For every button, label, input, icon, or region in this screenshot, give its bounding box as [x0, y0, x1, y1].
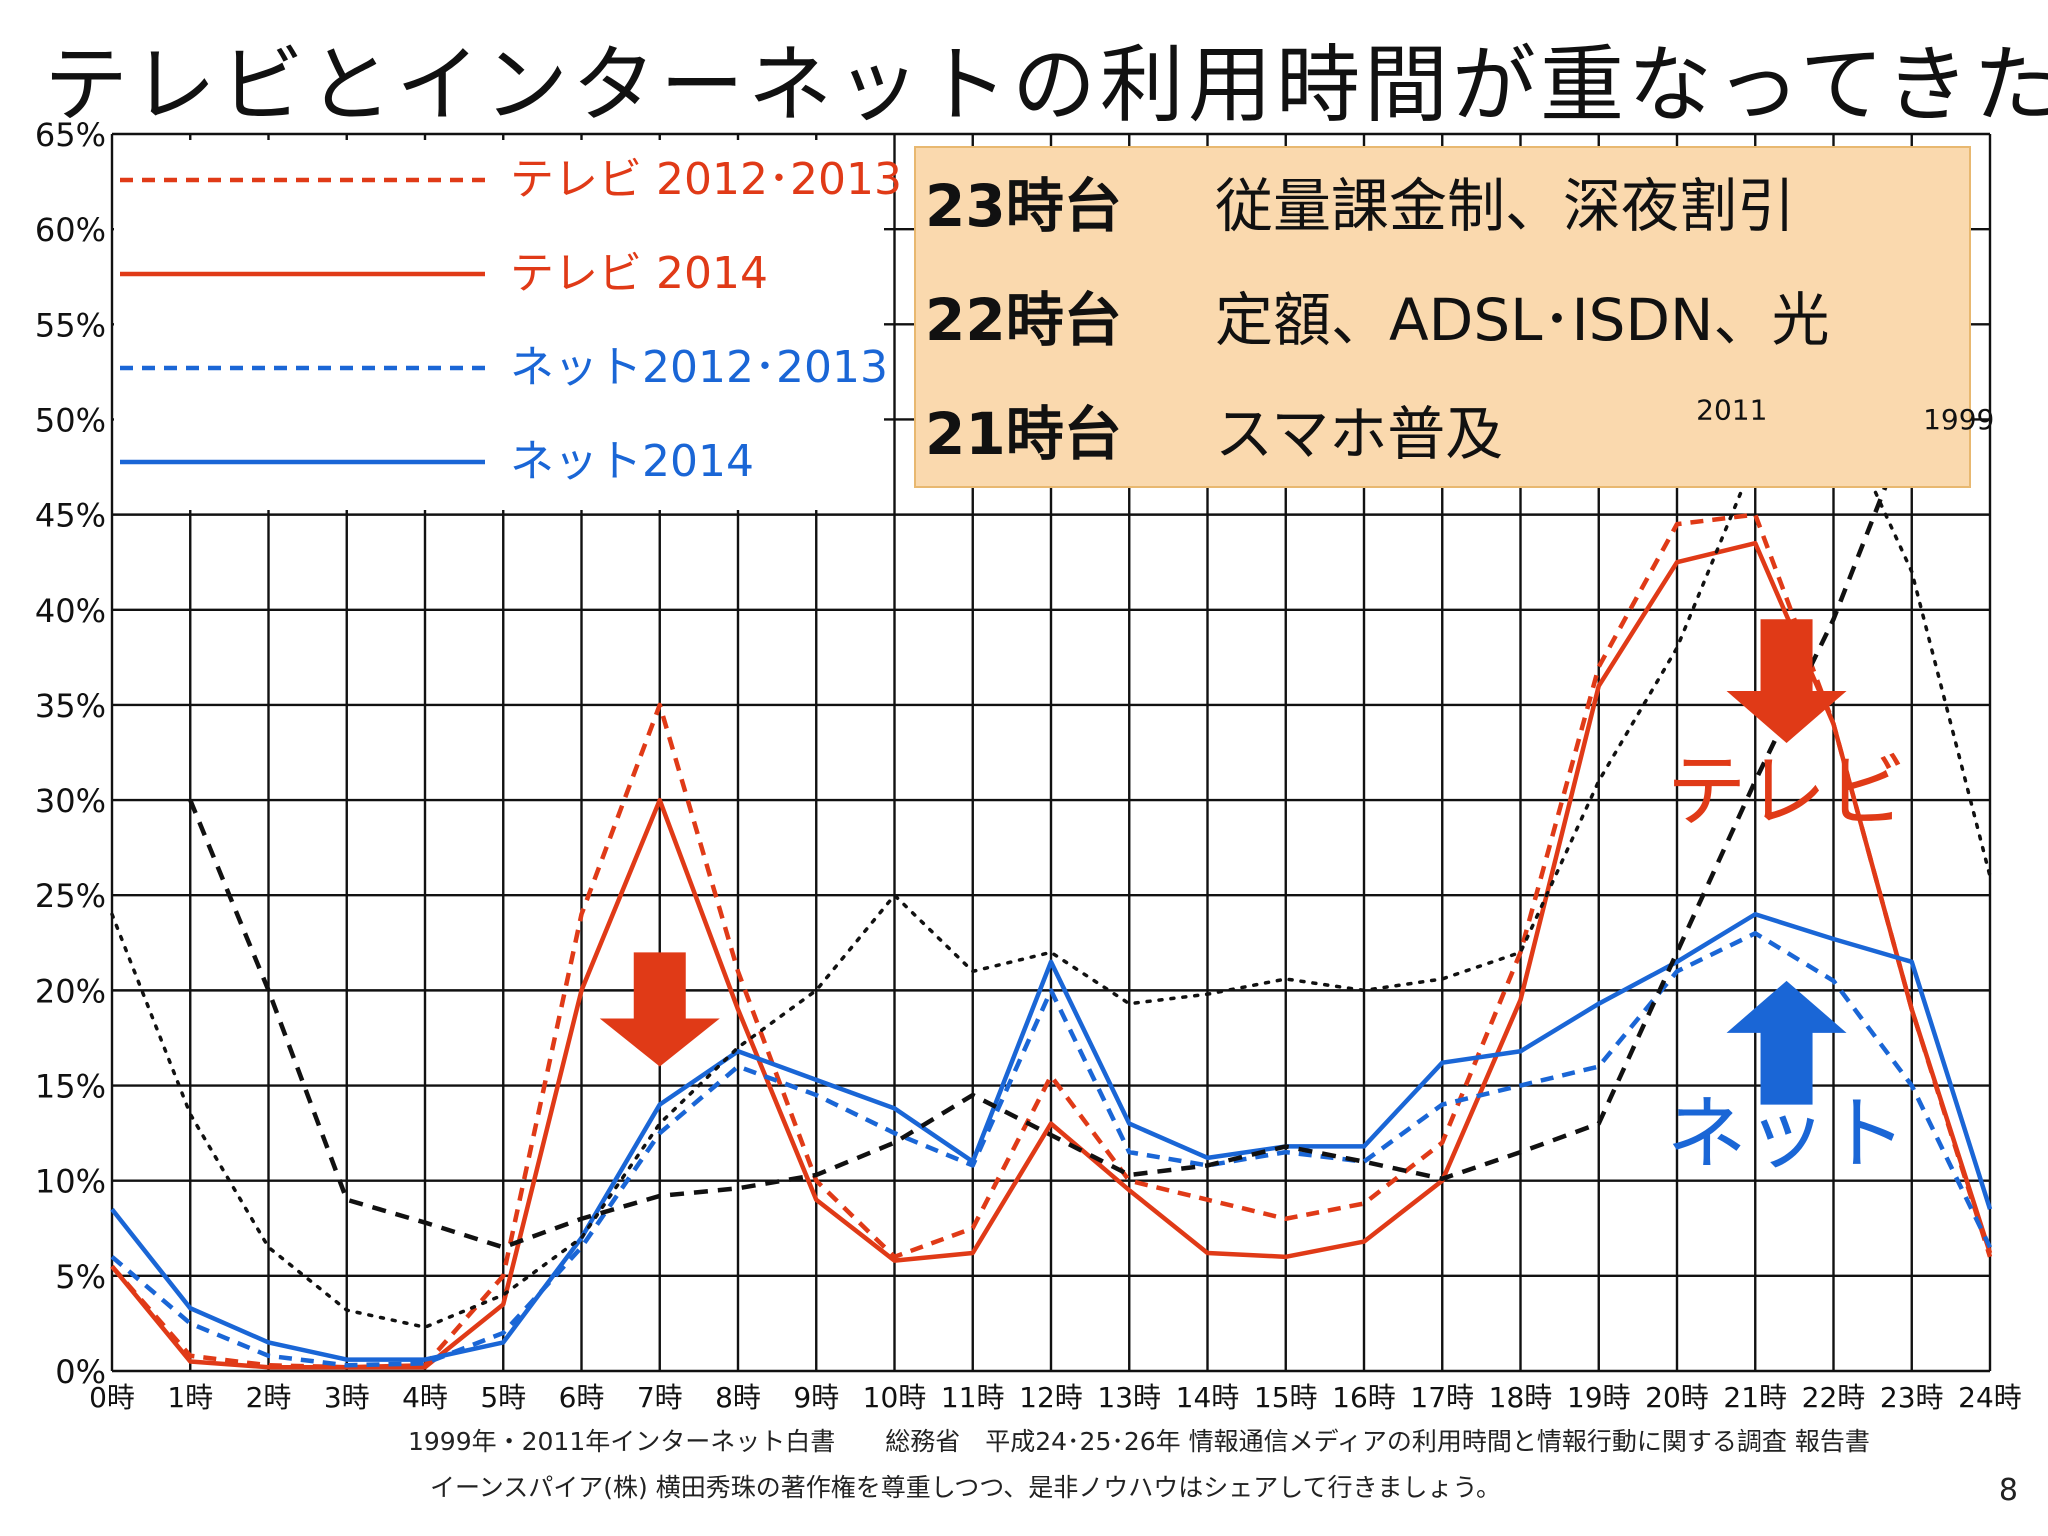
y-tick-label: 40% [35, 592, 106, 630]
info-box-text: 従量課金制、深夜割引 [1215, 172, 1795, 240]
chart-series [110, 398, 1993, 1370]
legend-background [114, 140, 884, 510]
info-box: 23時台 従量課金制、深夜割引 22時台 定額、ADSL･ISDN、光 21時台 スマホ普… [914, 146, 1971, 488]
x-tick-label: 17時 [1410, 1381, 1474, 1414]
info-box-hour: 22時台 [925, 286, 1122, 354]
year-annotation: 2011 [1696, 393, 1767, 426]
x-tick-label: 3時 [324, 1381, 370, 1414]
info-box-text: スマホ普及 [1215, 400, 1503, 468]
x-tick-label: 8時 [715, 1381, 761, 1414]
y-tick-label: 0% [55, 1353, 106, 1391]
legend-label: ネット2014 [510, 436, 754, 487]
info-box-hour: 23時台 [925, 172, 1122, 240]
chart-legend: テレビ 2012･2013 テレビ 2014 ネット2012･2013 ネット2014 [114, 140, 902, 510]
footer-source: 1999年・2011年インターネット白書 総務省 平成24･25･26年 情報通… [408, 1427, 1870, 1456]
info-box-text: 定額、ADSL･ISDN、光 [1215, 286, 1829, 354]
big-label: ネット [1667, 1088, 1907, 1181]
series-line-ネット2012･2013 [110, 931, 1993, 1368]
y-tick-label: 25% [35, 877, 106, 915]
x-tick-label: 14時 [1176, 1381, 1240, 1414]
chart-annotations: 2011 1999 [1696, 393, 1994, 436]
y-tick-label: 10% [35, 1163, 106, 1201]
x-tick-label: 12時 [1019, 1381, 1083, 1414]
y-tick-label: 55% [35, 306, 106, 344]
y-tick-label: 15% [35, 1068, 106, 1106]
legend-label: テレビ 2012･2013 [510, 154, 902, 205]
series-line-テレビ 2014 [110, 540, 1993, 1370]
x-tick-label: 5時 [480, 1381, 526, 1414]
net-up-arrow-evening [1726, 980, 1847, 1105]
page-title: テレビとインターネットの利用時間が重なってきた [44, 36, 2048, 134]
x-tick-label: 23時 [1880, 1381, 1944, 1414]
x-tick-label: 21時 [1723, 1381, 1787, 1414]
year-annotation: 1999 [1923, 403, 1994, 436]
y-tick-label: 5% [55, 1258, 106, 1296]
legend-label: ネット2012･2013 [510, 342, 888, 393]
y-tick-label: 30% [35, 782, 106, 820]
x-tick-label: 24時 [1958, 1381, 2022, 1414]
y-tick-label: 20% [35, 972, 106, 1010]
tv-down-arrow-evening [1726, 619, 1847, 743]
x-tick-label: 4時 [402, 1381, 448, 1414]
x-tick-label: 11時 [941, 1381, 1005, 1414]
footer-copyright: イーンスパイア(株) 横田秀珠の著作権を尊重しつつ、是非ノウハウはシェアして行き… [430, 1473, 1501, 1502]
tv-down-arrow-morning [599, 952, 720, 1067]
x-tick-label: 2時 [246, 1381, 292, 1414]
x-tick-label: 22時 [1802, 1381, 1866, 1414]
x-tick-label: 1時 [167, 1381, 213, 1414]
x-tick-label: 7時 [637, 1381, 683, 1414]
y-tick-label: 45% [35, 497, 106, 535]
y-tick-label: 65% [35, 116, 106, 154]
series-line-2011 [110, 398, 1992, 1329]
y-tick-label: 35% [35, 687, 106, 725]
series-line-ネット2014 [110, 912, 1993, 1362]
x-tick-label: 13時 [1097, 1381, 1161, 1414]
x-tick-label: 18時 [1489, 1381, 1553, 1414]
x-tick-labels: 0時 1時 2時 3時 4時 5時 6時 7時 8時 9時 10時 11時 12時 13時 14時 15時 16… [89, 1381, 2022, 1414]
x-tick-label: 10時 [863, 1381, 927, 1414]
x-tick-label: 15時 [1254, 1381, 1318, 1414]
y-tick-label: 50% [35, 401, 106, 439]
x-tick-label: 6時 [559, 1381, 605, 1414]
slide-number: 8 [1998, 1473, 2018, 1508]
legend-label: テレビ 2014 [510, 248, 768, 299]
y-tick-labels: 0% 5% 10% 15% 20% 25% 30% 35% 40% 45% 50% 55% 60% 65% [35, 116, 106, 1391]
y-tick-label: 60% [35, 211, 106, 249]
x-tick-label: 16時 [1332, 1381, 1396, 1414]
x-tick-label: 9時 [793, 1381, 839, 1414]
x-tick-label: 19時 [1567, 1381, 1631, 1414]
info-box-panel [914, 146, 1971, 488]
x-tick-label: 20時 [1645, 1381, 1709, 1414]
x-tick-label: 0時 [89, 1381, 135, 1414]
big-label: テレビ [1667, 745, 1907, 838]
series-line-1999 [188, 418, 1914, 1250]
info-box-hour: 21時台 [925, 400, 1122, 468]
